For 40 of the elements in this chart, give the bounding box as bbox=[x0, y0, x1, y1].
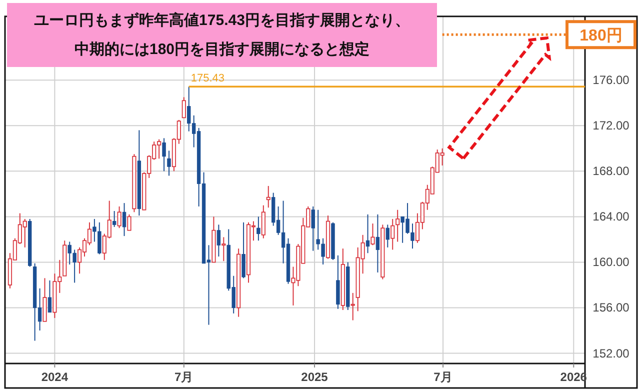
candlestick bbox=[261, 204, 266, 239]
candlestick bbox=[222, 236, 226, 262]
candlestick bbox=[117, 206, 122, 229]
candlestick bbox=[48, 280, 52, 313]
candlestick bbox=[167, 150, 171, 176]
candlestick bbox=[266, 185, 270, 208]
candlestick bbox=[127, 214, 132, 231]
candlestick bbox=[42, 278, 47, 322]
candlestick bbox=[122, 202, 126, 237]
candlestick bbox=[386, 224, 390, 248]
candlestick bbox=[256, 216, 260, 242]
y-tick-label: 168.00 bbox=[592, 164, 630, 178]
y-tick-label: 156.00 bbox=[592, 300, 630, 315]
y-tick-label: 160.00 bbox=[592, 255, 630, 270]
y-tick-label: 172.00 bbox=[592, 118, 630, 133]
x-tick-label: 7月 bbox=[174, 370, 194, 384]
ref-line: 180円 bbox=[442, 20, 636, 50]
x-tick-label: 2025 bbox=[301, 370, 328, 384]
candlestick bbox=[370, 223, 375, 246]
x-tick-label: 2024 bbox=[41, 370, 68, 384]
candlestick bbox=[182, 96, 186, 118]
ref-line-label: 180円 bbox=[580, 28, 622, 45]
ref-line: 175.43 bbox=[188, 72, 585, 88]
candlestick bbox=[311, 206, 315, 252]
candlestick bbox=[390, 218, 395, 250]
candlestick bbox=[366, 214, 370, 254]
candlestick bbox=[162, 138, 166, 172]
candlestick bbox=[242, 222, 246, 279]
y-tick-label: 152.00 bbox=[592, 346, 630, 360]
candlestick bbox=[216, 224, 221, 258]
candlestick bbox=[396, 209, 400, 242]
y-tick-label: 164.00 bbox=[592, 210, 630, 224]
ref-line-label: 175.43 bbox=[190, 72, 225, 85]
title-box: ユーロ円もまず昨年高値175.43円を目指す展開となり、中期的には180円を目指す展開になると想定 bbox=[7, 3, 437, 67]
candlestick bbox=[112, 210, 116, 228]
candlestick bbox=[336, 254, 340, 310]
candlestick bbox=[376, 214, 380, 273]
x-tick-label: 7月 bbox=[434, 370, 452, 384]
candlestick bbox=[350, 292, 355, 321]
y-tick-label: 176.00 bbox=[592, 73, 630, 88]
